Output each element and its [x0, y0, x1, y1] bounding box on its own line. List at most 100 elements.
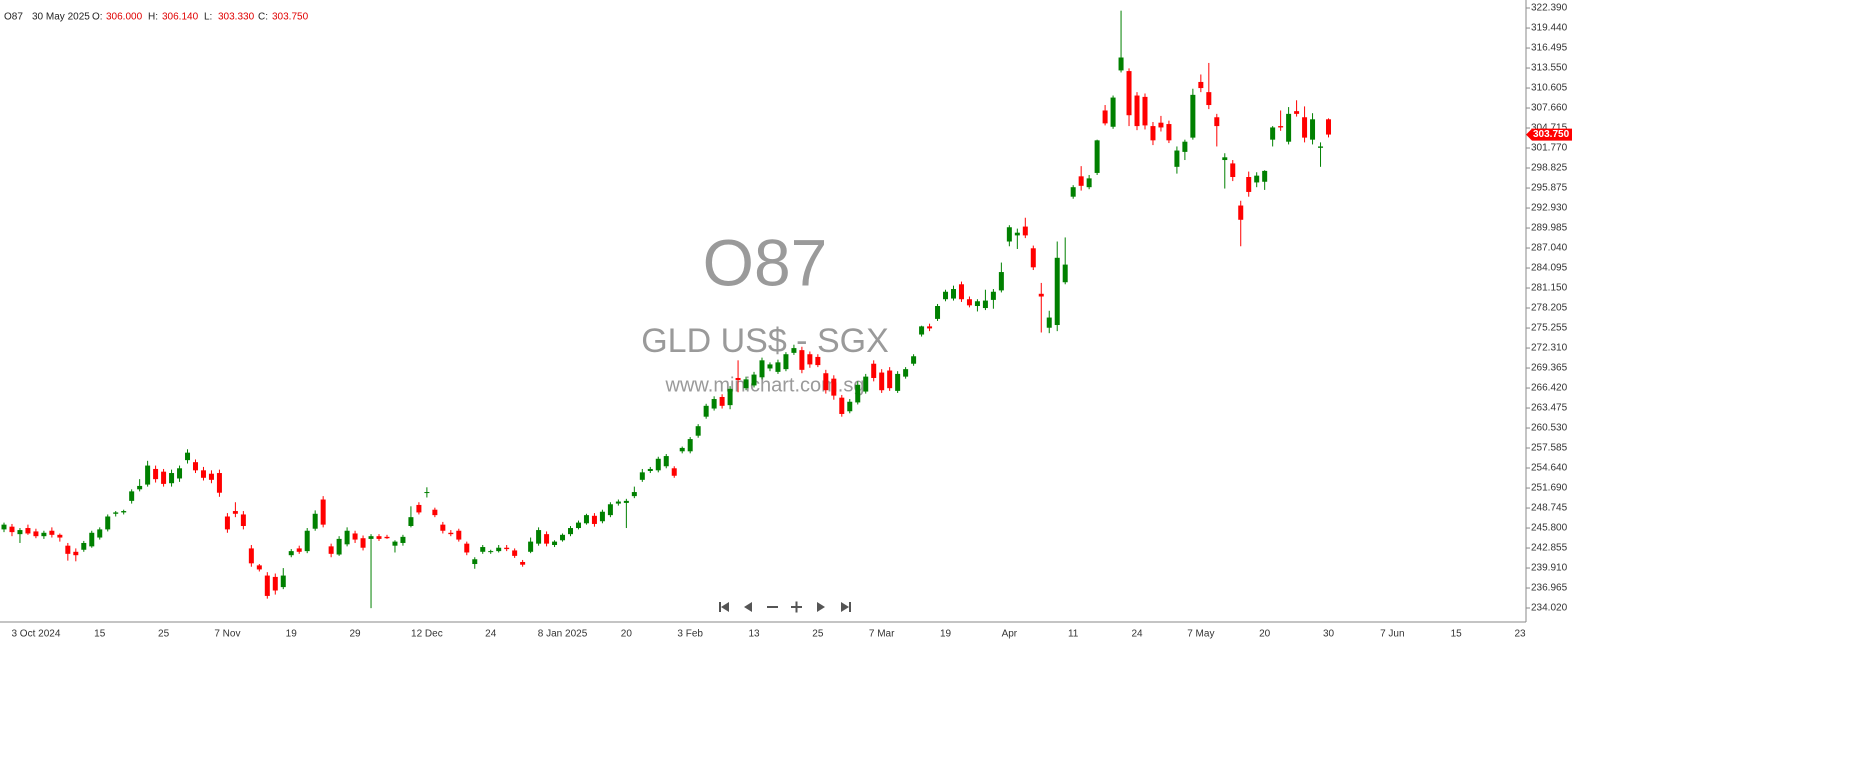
- candle-body: [1062, 264, 1068, 283]
- candle-body: [1094, 140, 1100, 173]
- x-tick-label: 3 Feb: [677, 629, 703, 640]
- y-tick-label: 313.550: [1531, 63, 1568, 74]
- candle-body: [416, 504, 422, 513]
- candle-body: [1262, 170, 1268, 182]
- candle-body: [831, 378, 837, 396]
- candle-body: [743, 379, 749, 389]
- watermark: O87 GLD US$ - SGX www.minichart.com.sg: [641, 225, 889, 396]
- x-tick-label: 20: [1259, 629, 1271, 640]
- candle-body: [927, 326, 933, 329]
- y-tick-label: 310.605: [1531, 83, 1568, 94]
- nav-prev[interactable]: [744, 602, 752, 612]
- candle-body: [320, 499, 326, 525]
- candle-body: [1214, 117, 1220, 127]
- candle-body: [966, 299, 972, 306]
- candle-body: [33, 531, 39, 537]
- candle-body: [1246, 177, 1252, 192]
- candle-body: [472, 559, 478, 565]
- nav-last[interactable]: [841, 602, 851, 612]
- y-tick-label: 319.440: [1531, 23, 1568, 34]
- candle-body: [919, 326, 925, 335]
- candle-body: [1, 524, 7, 530]
- candle-body: [943, 291, 949, 300]
- candle-body: [855, 384, 861, 403]
- x-tick-label: Apr: [1002, 629, 1018, 640]
- y-tick-label: 239.910: [1531, 563, 1568, 574]
- candle-body: [480, 547, 486, 552]
- navigation: [719, 601, 851, 613]
- candle-body: [512, 550, 518, 556]
- candle-body: [97, 529, 103, 538]
- candle-body: [1326, 119, 1332, 135]
- candle-body: [823, 373, 829, 391]
- candle-body: [432, 509, 438, 516]
- candle-body: [863, 376, 869, 392]
- candle-body: [711, 399, 717, 409]
- candle-body: [240, 514, 246, 526]
- candle-body: [408, 517, 414, 526]
- y-tick-label: 234.020: [1531, 603, 1568, 614]
- x-tick-label: 20: [621, 629, 633, 640]
- candle-body: [839, 397, 845, 414]
- x-tick-label: 7 Mar: [869, 629, 895, 640]
- candle-body: [41, 532, 47, 537]
- candle-body: [1014, 232, 1020, 236]
- watermark-symbol: O87: [703, 225, 828, 299]
- candle-body: [775, 362, 781, 372]
- candle-body: [57, 534, 63, 538]
- y-tick-label: 295.875: [1531, 183, 1568, 194]
- candle-body: [1134, 95, 1140, 127]
- candle-body: [1310, 119, 1316, 140]
- candle-body: [424, 492, 430, 494]
- candle-body: [887, 370, 893, 389]
- candle-body: [974, 301, 980, 307]
- candle-body: [544, 534, 550, 544]
- candle-body: [631, 492, 637, 497]
- watermark-name: GLD US$ - SGX: [641, 322, 889, 360]
- candle-body: [161, 471, 167, 484]
- candle-body: [575, 522, 581, 529]
- candle-body: [1046, 317, 1052, 328]
- y-tick-label: 269.365: [1531, 363, 1568, 374]
- y-tick-label: 304.715: [1531, 123, 1568, 134]
- candle-body: [1190, 94, 1196, 138]
- header-value: 303.330: [218, 12, 255, 23]
- candle-body: [568, 528, 574, 535]
- nav-next[interactable]: [817, 602, 825, 612]
- nav-zoom-out[interactable]: [767, 606, 778, 608]
- last-price-label: 303.750: [1533, 129, 1570, 140]
- nav-first[interactable]: [719, 602, 729, 612]
- nav-zoom-in[interactable]: [791, 601, 802, 613]
- x-tick-label: 29: [350, 629, 362, 640]
- y-tick-label: 292.930: [1531, 203, 1568, 214]
- header-label: O:: [92, 12, 103, 23]
- x-tick-label: 7 Jun: [1380, 629, 1404, 640]
- candle-body: [368, 536, 374, 539]
- candle-body: [623, 500, 629, 503]
- candle-body: [1070, 187, 1076, 197]
- candle-body: [695, 426, 701, 436]
- candle-body: [456, 530, 462, 540]
- candle-body: [137, 485, 143, 490]
- candle-body: [1278, 126, 1284, 128]
- candle-body: [751, 374, 757, 386]
- candle-body: [560, 534, 566, 541]
- candle-body: [1142, 96, 1148, 126]
- y-tick-label: 301.770: [1531, 143, 1568, 154]
- candle-body: [304, 530, 310, 552]
- x-tick-label: 24: [485, 629, 497, 640]
- candle-body: [200, 470, 206, 478]
- candle-body: [1166, 124, 1172, 141]
- candle-body: [145, 465, 151, 485]
- candle-body: [25, 528, 31, 534]
- candle-body: [272, 576, 278, 591]
- candle-body: [328, 546, 334, 554]
- candle-body: [671, 468, 677, 476]
- y-tick-label: 257.585: [1531, 443, 1568, 454]
- y-tick-label: 287.040: [1531, 243, 1568, 254]
- candle-body: [280, 575, 286, 588]
- candle-body: [1158, 122, 1164, 128]
- candle-body: [536, 530, 542, 544]
